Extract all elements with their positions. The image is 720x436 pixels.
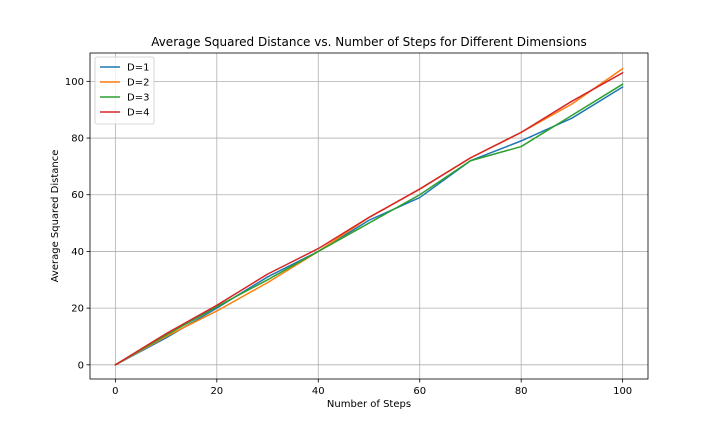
legend-label: D=3 [127, 93, 149, 104]
y-tick-label: 80 [71, 134, 84, 145]
series-line-3 [114, 83, 624, 366]
y-tick-label: 20 [71, 304, 84, 315]
axis-ticks: 0 20 40 60 80 100 0 20 40 60 80 100 [65, 77, 632, 397]
x-tick-label: 80 [515, 386, 528, 397]
y-tick-label: 60 [71, 190, 84, 201]
x-axis-label: Number of Steps [327, 399, 411, 410]
legend: D=1 D=2 D=3 D=4 [94, 56, 155, 125]
x-tick-label: 40 [312, 386, 325, 397]
x-tick-label: 0 [112, 386, 118, 397]
chart-title: Average Squared Distance vs. Number of S… [151, 35, 587, 49]
legend-label: D=2 [127, 78, 149, 89]
x-tick-label: 60 [413, 386, 426, 397]
series-lines [114, 67, 624, 366]
series-line-4 [114, 72, 624, 366]
x-tick-label: 100 [613, 386, 632, 397]
legend-label: D=4 [127, 108, 149, 119]
legend-label: D=1 [127, 63, 149, 74]
series-line-1 [114, 86, 624, 366]
x-tick-label: 20 [210, 386, 223, 397]
plot-frame [89, 52, 649, 380]
y-tick-label: 40 [71, 247, 84, 258]
y-axis-label: Average Squared Distance [50, 150, 61, 283]
legend-box [94, 56, 155, 125]
y-tick-label: 0 [78, 360, 84, 371]
grid [90, 53, 648, 379]
y-tick-label: 100 [65, 77, 84, 88]
